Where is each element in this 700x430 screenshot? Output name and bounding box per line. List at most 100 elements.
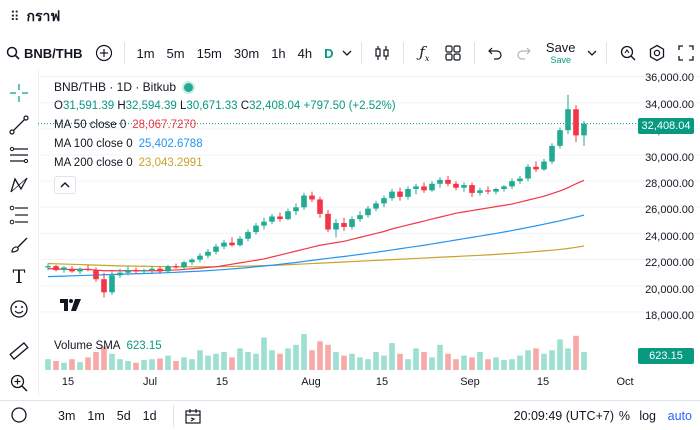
volume-bar bbox=[397, 353, 403, 370]
candle bbox=[309, 191, 315, 203]
volume-bar bbox=[525, 350, 531, 370]
interval-1d[interactable]: D bbox=[324, 45, 334, 61]
save-button[interactable]: Save Save bbox=[539, 38, 583, 68]
candle bbox=[413, 183, 419, 195]
undo-button[interactable] bbox=[481, 38, 510, 68]
fib-tool[interactable] bbox=[8, 144, 30, 166]
candle bbox=[237, 236, 243, 247]
last-price-badge: 32,408.04 bbox=[638, 118, 694, 134]
volume-bar bbox=[349, 353, 355, 370]
candle-body bbox=[237, 238, 243, 246]
candle-body bbox=[421, 186, 427, 191]
settings-button[interactable] bbox=[642, 38, 671, 68]
volume-bar bbox=[341, 355, 347, 370]
candle-body bbox=[141, 270, 147, 272]
ma200-label: MA 200 close 0 bbox=[54, 157, 133, 169]
volume-legend[interactable]: Volume SMA 623.15 bbox=[54, 340, 162, 352]
candle-body bbox=[437, 179, 443, 184]
brush-tool[interactable] bbox=[8, 234, 30, 256]
ma100-legend[interactable]: MA 100 close 0 25,402.6788 bbox=[54, 138, 396, 150]
crosshair-tool[interactable] bbox=[8, 82, 30, 104]
ma200-legend[interactable]: MA 200 close 0 23,043.2991 bbox=[54, 157, 396, 169]
zoom-tool[interactable] bbox=[8, 372, 30, 394]
emoji-tool[interactable] bbox=[8, 298, 30, 320]
chart-type-button[interactable] bbox=[368, 38, 397, 68]
trendline-tool[interactable] bbox=[8, 114, 30, 136]
undo-icon bbox=[488, 47, 502, 60]
volume-bar bbox=[53, 361, 59, 370]
candle bbox=[285, 208, 291, 221]
chart-legend: BNB/THB · 1D · Bitkub O31,591.39 H32,594… bbox=[54, 80, 396, 169]
interval-4h[interactable]: 4h bbox=[297, 45, 313, 61]
candle bbox=[205, 249, 211, 259]
quick-search-button[interactable] bbox=[613, 38, 642, 68]
candle-body bbox=[365, 208, 371, 216]
pattern-tool[interactable] bbox=[8, 174, 30, 196]
volume-bar bbox=[277, 353, 283, 370]
clock-timezone[interactable]: 20:09:49 (UTC+7) bbox=[513, 408, 614, 423]
candle-body bbox=[389, 191, 395, 199]
measure-tool[interactable] bbox=[8, 340, 30, 362]
price-chart[interactable] bbox=[38, 70, 700, 396]
ohlc-close-label: C bbox=[240, 100, 250, 112]
candle bbox=[197, 253, 203, 263]
interval-5m[interactable]: 5m bbox=[166, 45, 185, 61]
volume-bar bbox=[469, 357, 475, 370]
redo-button[interactable] bbox=[510, 38, 539, 68]
range-1d[interactable]: 1d bbox=[142, 408, 157, 423]
legend-symbol[interactable]: BNB/THB · 1D · Bitkub bbox=[54, 80, 177, 94]
time-label: Jul bbox=[142, 376, 158, 388]
candle bbox=[541, 158, 547, 171]
candle bbox=[373, 200, 379, 212]
interval-1h[interactable]: 1h bbox=[271, 45, 286, 61]
volume-bar bbox=[573, 335, 579, 370]
percent-scale-toggle[interactable]: % bbox=[618, 408, 630, 423]
interval-1m[interactable]: 1m bbox=[136, 45, 155, 61]
price-tick: 24,000.00 bbox=[645, 231, 694, 243]
candle bbox=[581, 121, 587, 146]
interval-15m[interactable]: 15m bbox=[196, 45, 222, 61]
price-axis[interactable]: 36,000.00 34,000.00 32,000.00 30,000.00 … bbox=[638, 70, 700, 370]
volume-bar bbox=[141, 359, 147, 370]
smiley-icon bbox=[10, 300, 28, 318]
fullscreen-button[interactable] bbox=[671, 38, 700, 68]
volume-bar bbox=[117, 359, 123, 370]
log-scale-toggle[interactable]: log bbox=[639, 408, 656, 423]
range-1m[interactable]: 1m bbox=[87, 408, 105, 423]
price-tick: 20,000.00 bbox=[645, 284, 694, 296]
ruler-icon bbox=[9, 342, 29, 360]
range-3m[interactable]: 3m bbox=[58, 408, 76, 423]
candle-body bbox=[173, 266, 179, 268]
text-tool[interactable]: T bbox=[8, 266, 30, 288]
goto-date-icon[interactable] bbox=[184, 407, 202, 425]
candle bbox=[501, 185, 507, 192]
candle bbox=[301, 192, 307, 210]
volume-bar bbox=[413, 348, 419, 370]
tradingview-logo-icon[interactable] bbox=[60, 298, 82, 312]
save-dropdown-button[interactable] bbox=[583, 38, 600, 68]
symbol-search-button[interactable]: BNB/THB bbox=[0, 38, 83, 68]
candle-body bbox=[157, 268, 163, 272]
compare-add-button[interactable] bbox=[91, 38, 118, 68]
drag-handle-icon[interactable]: ⠿ bbox=[10, 9, 19, 24]
ohlc-open: 31,591.39 bbox=[62, 100, 115, 112]
layouts-button[interactable] bbox=[439, 38, 468, 68]
market-status-icon[interactable] bbox=[184, 82, 194, 92]
range-5d[interactable]: 5d bbox=[116, 408, 131, 423]
brush-icon bbox=[11, 237, 28, 253]
prediction-tool[interactable] bbox=[8, 204, 30, 226]
candle-body bbox=[485, 190, 491, 192]
volume-bar bbox=[493, 357, 499, 370]
auto-scale-toggle[interactable]: auto bbox=[667, 408, 692, 423]
candle-body bbox=[357, 215, 363, 220]
candle-body bbox=[149, 268, 155, 271]
interval-dropdown-button[interactable] bbox=[340, 38, 355, 68]
volume-bar bbox=[293, 344, 299, 370]
ma50-legend[interactable]: MA 50 close 0 28,067.7270 bbox=[54, 119, 396, 131]
time-axis[interactable]: 15 Jul 15 Aug 15 Sep 15 Oct bbox=[38, 376, 638, 392]
interval-30m[interactable]: 30m bbox=[233, 45, 260, 61]
indicators-button[interactable]: ƒx bbox=[410, 38, 439, 68]
legend-collapse-button[interactable] bbox=[54, 176, 76, 194]
more-tools[interactable] bbox=[8, 404, 30, 426]
volume-bar bbox=[437, 344, 443, 370]
